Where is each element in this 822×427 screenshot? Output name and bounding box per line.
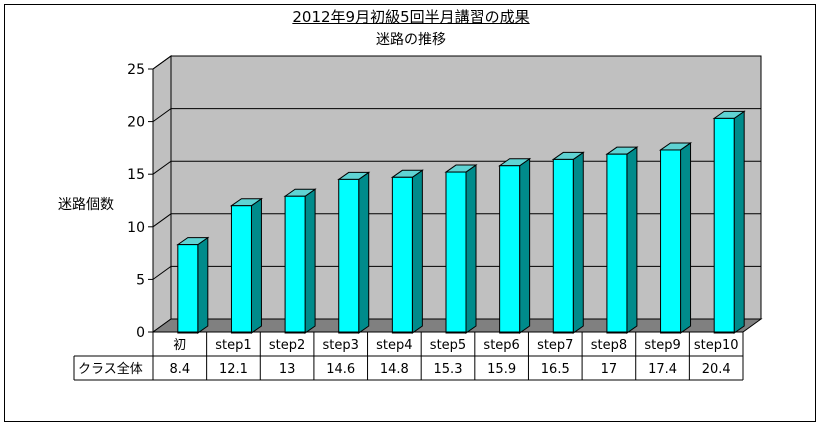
bar-front [391,176,413,334]
bar-side [680,141,692,334]
y-axis-label: 迷路個数 [58,197,114,213]
bar-side [411,169,423,334]
data-label: 14.6 [326,362,355,377]
bar [229,197,264,334]
y-tick-label: 20 [127,115,145,131]
data-label: 13 [279,362,296,377]
bar [176,236,210,334]
data-label: 17.4 [648,362,677,377]
category-label: step2 [269,338,305,353]
y-tick-label: 5 [136,272,145,288]
bar-front [499,165,521,334]
bar [712,110,746,334]
bar [658,141,693,334]
data-label: 15.9 [487,362,516,377]
data-label: 12.1 [219,362,248,377]
bar-front [445,171,467,334]
category-label: step4 [376,338,412,353]
bar-front [660,149,682,334]
y-tick-label: 10 [127,220,145,236]
gridline [152,55,761,70]
category-label: step10 [694,338,739,353]
series-name: クラス全体 [78,361,143,377]
bar [337,171,371,334]
chart-subtitle: 迷路の推移 [376,32,446,48]
gridline [152,108,761,123]
bar [605,146,639,334]
bar-front [177,244,199,334]
category-label: step5 [430,338,466,353]
data-label: 16.5 [541,362,570,377]
data-label: 20.4 [702,362,731,377]
category-label: step1 [215,338,251,353]
category-label: 初 [173,338,186,353]
bar-side [465,164,477,334]
bar-side [519,157,531,334]
data-label: 8.4 [169,362,190,377]
chart-title: 2012年9月初級5回半月講習の成果 [292,8,530,26]
bar-front [713,117,735,334]
data-label: 17 [601,362,618,377]
bar-side [250,197,262,334]
bar [498,157,532,334]
bar-side [358,171,370,334]
bar-side [197,236,209,334]
bar [283,188,317,334]
bar-side [626,146,638,334]
bar-side [733,110,745,334]
category-label: step7 [537,338,573,353]
bar [551,151,585,334]
category-label: step3 [323,338,359,353]
data-label: 15.3 [434,362,463,377]
category-label: step6 [483,338,519,353]
bar-side [572,151,584,334]
bar-side [304,188,316,334]
bar [444,164,478,334]
bar-front [284,195,306,334]
y-tick-label: 25 [127,62,145,78]
side-wall [152,55,172,333]
bar-front [606,153,628,334]
y-tick-label: 0 [136,325,145,341]
bar-front [552,158,574,334]
data-label: 14.8 [380,362,409,377]
category-label: step8 [591,338,627,353]
bar-front [230,205,252,334]
bar [390,169,424,334]
category-label: step9 [644,338,680,353]
y-tick-label: 15 [127,167,145,183]
bar-front [338,178,360,334]
